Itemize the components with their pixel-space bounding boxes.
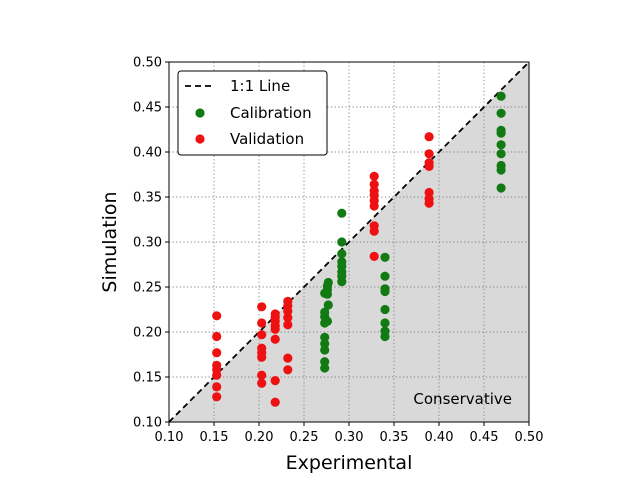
- legend-box: [177, 70, 328, 156]
- validation-point: [257, 378, 267, 388]
- validation-point: [283, 353, 293, 363]
- validation-point: [212, 311, 222, 321]
- calibration-point: [323, 277, 333, 288]
- calibration-point: [496, 183, 506, 193]
- validation-point: [283, 365, 293, 375]
- validation-point: [369, 179, 379, 189]
- validation-point: [257, 302, 267, 312]
- x-tick-label: 0.30: [335, 430, 364, 445]
- y-tick-label: 0.15: [133, 371, 162, 386]
- one-to-one-line: [168, 61, 530, 423]
- calibration-point: [380, 271, 390, 281]
- legend-validation-label: Validation: [230, 130, 304, 148]
- validation-point: [424, 132, 434, 142]
- validation-point: [424, 158, 434, 168]
- validation-point: [283, 320, 293, 330]
- validation-point: [424, 194, 434, 204]
- calibration-point: [337, 208, 347, 218]
- x-tick-label: 0.25: [290, 430, 319, 445]
- x-axis-title: Experimental: [286, 452, 413, 474]
- calibration-point: [337, 249, 347, 259]
- x-tick-label: 0.40: [425, 430, 454, 445]
- validation-point: [270, 334, 280, 344]
- conservative-label: Conservative: [413, 390, 512, 408]
- calibration-point: [322, 316, 332, 326]
- calibration-point: [496, 91, 506, 101]
- y-tick-label: 0.25: [133, 281, 162, 296]
- calibration-point: [320, 345, 330, 355]
- data-points: [212, 91, 506, 407]
- y-tick-label: 0.50: [133, 56, 162, 71]
- calibration-point: [323, 300, 333, 310]
- legend-validation-marker: [195, 134, 205, 144]
- validation-point: [212, 360, 222, 370]
- validation-point: [283, 313, 293, 323]
- validation-point: [257, 330, 267, 340]
- y-tick-label: 0.45: [133, 101, 162, 116]
- calibration-point: [320, 307, 330, 317]
- x-tick-label: 0.45: [470, 430, 499, 445]
- calibration-point: [496, 108, 506, 118]
- legend: 1:1 Line Calibration Validation: [177, 70, 328, 156]
- validation-point: [212, 348, 222, 358]
- y-tick-label: 0.40: [133, 146, 162, 161]
- calibration-point: [320, 363, 330, 373]
- x-tick-label: 0.20: [245, 430, 274, 445]
- calibration-point: [496, 125, 506, 135]
- legend-calibration-marker: [195, 108, 205, 118]
- y-axis-title: Simulation: [99, 191, 121, 292]
- validation-point: [212, 331, 222, 342]
- calibration-point: [337, 257, 347, 267]
- calibration-point: [320, 332, 330, 342]
- calibration-point: [320, 357, 330, 367]
- legend-calibration-label: Calibration: [230, 104, 312, 122]
- calibration-point: [380, 318, 390, 328]
- validation-point: [257, 370, 267, 380]
- validation-point: [283, 296, 293, 306]
- validation-point: [212, 392, 222, 402]
- one-to-one-line-layer: [168, 61, 530, 423]
- validation-point: [369, 171, 379, 181]
- calibration-point: [320, 339, 330, 349]
- validation-point: [270, 397, 280, 407]
- calibration-point: [380, 326, 390, 336]
- validation-point: [270, 309, 280, 319]
- calibration-point: [496, 160, 506, 171]
- validation-point: [369, 251, 379, 261]
- ticks: 0.10 0.15 0.20 0.25 0.30 0.35 0.40 0.45 0.50 0.10…: [133, 56, 543, 446]
- calibration-point: [380, 284, 390, 294]
- y-tick-label: 0.35: [133, 191, 162, 206]
- x-tick-label: 0.15: [200, 430, 229, 445]
- validation-point: [369, 221, 379, 231]
- x-tick-label: 0.35: [380, 430, 409, 445]
- calibration-point: [496, 140, 506, 150]
- calibration-point: [380, 252, 390, 262]
- validation-point: [212, 382, 222, 392]
- calibration-point: [337, 237, 347, 247]
- x-tick-label: 0.10: [155, 430, 184, 445]
- validation-point: [270, 376, 280, 386]
- y-tick-label: 0.20: [133, 326, 162, 341]
- validation-point: [424, 187, 434, 198]
- x-tick-label: 0.50: [515, 430, 544, 445]
- calibration-point: [496, 149, 506, 159]
- calibration-point: [380, 304, 390, 315]
- validation-point: [424, 149, 434, 159]
- validation-point: [257, 343, 267, 353]
- validation-point: [369, 186, 379, 196]
- legend-line-label: 1:1 Line: [230, 77, 290, 95]
- y-tick-label: 0.30: [133, 236, 162, 251]
- validation-point: [257, 318, 267, 328]
- y-tick-label: 0.10: [133, 416, 162, 431]
